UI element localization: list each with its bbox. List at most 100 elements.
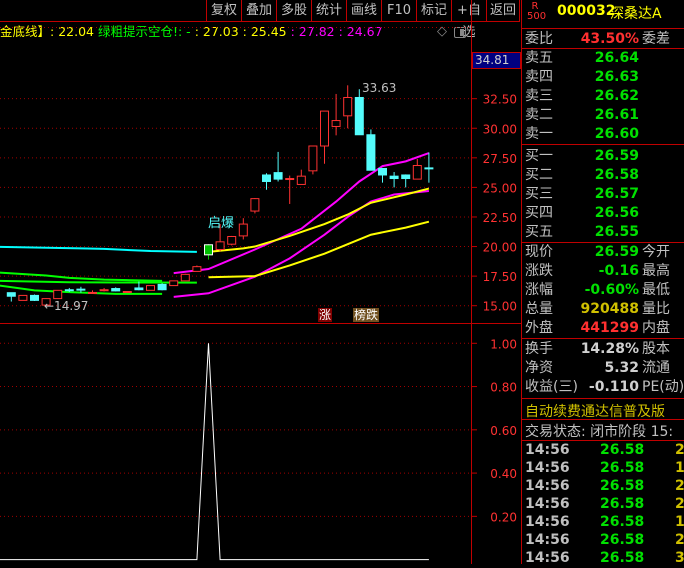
candle-body [412, 165, 422, 180]
overlay-button[interactable]: 叠加 [241, 0, 276, 22]
restore-rights-button[interactable]: 复权 [206, 0, 241, 22]
candle-body [111, 288, 121, 292]
trade-price: 26.58 [600, 460, 645, 476]
value: -0.110 [588, 379, 639, 395]
mark-button[interactable]: 标记 [416, 0, 451, 22]
stat-row: 总量 920488 量比 [525, 300, 684, 319]
value: 26.59 [594, 244, 639, 260]
value: 43.50% [580, 31, 639, 47]
legend-value: : 25.45 [242, 24, 287, 39]
label: 流通 [642, 360, 670, 376]
candle-body [389, 175, 399, 180]
y-tick-label: 15.00 [483, 300, 517, 314]
label: 收益(三) [525, 379, 578, 395]
label: 委差 [642, 31, 670, 47]
f10-button[interactable]: F10 [381, 0, 416, 22]
y-tick-label: 22.50 [483, 211, 517, 225]
legend-value: : - [178, 24, 191, 39]
y-tick-label: 0.80 [490, 381, 517, 395]
candle-body [285, 178, 295, 181]
trade-volume: 2 [675, 532, 684, 548]
indicator-line [0, 271, 163, 282]
stat-row: 现价 26.59 今开 [525, 243, 684, 262]
sell-level-row: 卖一 26.60 [525, 125, 684, 144]
rise-tag[interactable]: 涨 [318, 308, 333, 322]
badge-bottom: 500 [527, 11, 547, 22]
value: 26.60 [594, 126, 639, 142]
signal-label: 启爆 [208, 216, 235, 231]
label: 买四 [525, 205, 553, 221]
buy-level-row: 买四 26.56 [525, 204, 684, 223]
multi-stock-button[interactable]: 多股 [276, 0, 311, 22]
label: 今开 [642, 244, 670, 260]
candle-body [134, 287, 144, 291]
candle-body [250, 198, 260, 212]
buy-level-row: 买二 26.58 [525, 166, 684, 185]
buy-level-row: 买三 26.57 [525, 185, 684, 204]
indicator-legend: 金底线】: 22.04 绿粗提示空仓!: - : 27.03 : 25.45 :… [0, 22, 383, 42]
label: 委比 [525, 31, 553, 47]
trade-row: 14:56 26.58 1 [525, 513, 684, 532]
label: 涨幅 [525, 282, 553, 298]
candle-body [238, 223, 248, 237]
order-ratio-row: 委比 43.50% 委差 [525, 30, 684, 49]
value: 441299 [580, 320, 639, 336]
label: 现价 [525, 244, 553, 260]
value: 26.59 [594, 148, 639, 164]
notice-text[interactable]: 自动续费通达信普及版 [525, 404, 665, 420]
trade-price: 26.58 [600, 514, 645, 530]
candle-body [157, 283, 167, 291]
fundamental-row: 净资 5.32 流通 [525, 359, 684, 378]
label: 买一 [525, 148, 553, 164]
label: 净资 [525, 360, 553, 376]
stat-row: 外盘 441299 内盘 [525, 319, 684, 338]
trade-volume: 2 [675, 496, 684, 512]
label: 买三 [525, 186, 553, 202]
trade-price: 26.58 [600, 532, 645, 548]
value: 26.57 [594, 186, 639, 202]
trade-price: 26.58 [600, 550, 645, 566]
trade-volume: 3 [675, 550, 684, 566]
candle-body [99, 289, 109, 292]
kline-chart[interactable]: 15.00 17.50 20.00 22.50 25.00 27.50 30.00 32.50… [0, 0, 521, 564]
y-tick-label: 0.40 [490, 467, 517, 481]
r-badge: R 500 [527, 1, 547, 22]
candle-body [192, 266, 202, 272]
legend-value: : 27.03 [194, 24, 239, 39]
label: 卖四 [525, 69, 553, 85]
label: 总量 [525, 301, 553, 317]
trade-time: 14:56 [525, 478, 570, 494]
candle-body [76, 288, 86, 291]
trade-volume: 1 [675, 514, 684, 530]
candle-body [273, 172, 283, 180]
indicator-series-line [0, 343, 429, 561]
trade-time: 14:56 [525, 550, 570, 566]
badge-top: R [531, 1, 539, 12]
fall-tag[interactable]: 榜跌 [353, 308, 380, 322]
candle-body [343, 96, 353, 117]
candle-body [366, 134, 376, 171]
candle-body [53, 289, 63, 300]
candle-body [169, 280, 179, 287]
value: 26.63 [594, 69, 639, 85]
value: 920488 [580, 301, 639, 317]
candle-body [64, 289, 74, 292]
value: -0.16 [598, 263, 639, 279]
back-button[interactable]: 返回 [486, 0, 520, 22]
label: 买二 [525, 167, 553, 183]
label: 卖三 [525, 88, 553, 104]
candle-body [262, 174, 271, 182]
y-tick-label: 1.00 [490, 337, 517, 351]
fundamental-row: 换手 14.28% 股本 [525, 340, 684, 359]
value: 26.64 [594, 50, 639, 66]
value: -0.60% [584, 282, 639, 298]
buy-level-row: 买一 26.59 [525, 147, 684, 166]
y-tick-label: 32.50 [483, 93, 517, 107]
price-cursor-box: 34.81 [472, 52, 521, 69]
diamond-icon[interactable]: ◇ [437, 24, 447, 39]
draw-line-button[interactable]: 画线 [346, 0, 381, 22]
y-tick-label: 0.60 [490, 424, 517, 438]
trade-time: 14:56 [525, 460, 570, 476]
statistics-button[interactable]: 统计 [311, 0, 346, 22]
candle-body [308, 145, 318, 172]
